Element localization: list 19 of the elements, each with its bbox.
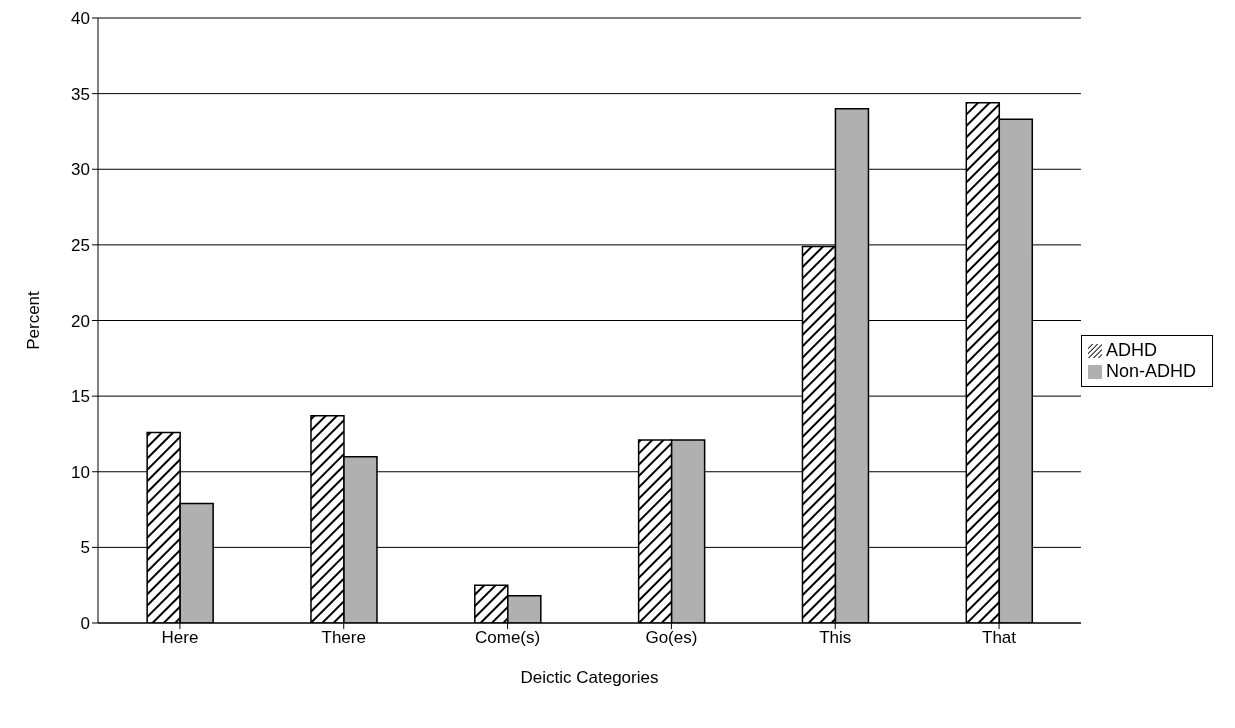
y-tick-label: 5: [80, 538, 90, 558]
y-tick-label: 0: [80, 614, 90, 634]
x-tick-label: Come(s): [474, 628, 541, 648]
x-tick-label: Go(es): [645, 628, 698, 648]
y-tick-label: 10: [71, 462, 90, 482]
legend-label: Non-ADHD: [1105, 360, 1196, 381]
x-axis-title: Deictic Categories: [520, 668, 659, 687]
y-tick-label: 30: [71, 160, 90, 180]
y-tick-label: 35: [71, 84, 90, 104]
y-tick-label: 25: [71, 235, 90, 255]
x-tick-label: That: [982, 628, 1017, 648]
y-tick-label: 20: [71, 311, 90, 331]
y-tick-label: 15: [71, 387, 90, 407]
y-axis-title: Percent: [24, 290, 44, 350]
x-tick-label: This: [819, 628, 852, 648]
legend-label: ADHD: [1105, 339, 1157, 360]
x-tick-label: There: [321, 628, 366, 648]
y-tick-label: 40: [71, 9, 90, 29]
x-tick-label: Here: [161, 628, 199, 648]
